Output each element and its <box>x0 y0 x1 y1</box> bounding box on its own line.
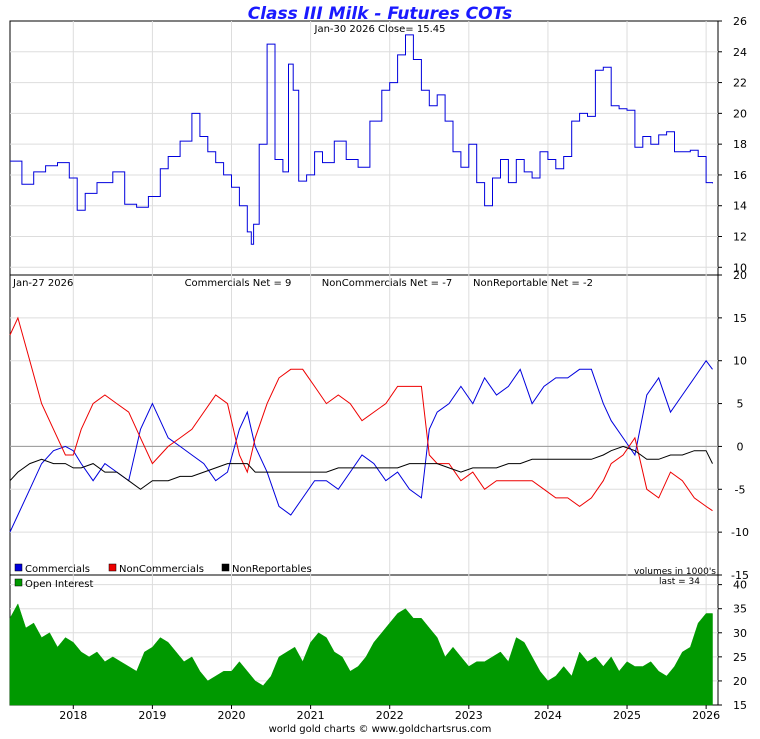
volumes-note: volumes in 1000's <box>634 567 716 577</box>
cot-date-stamp: Jan-27 2026 <box>12 278 73 289</box>
legend-swatch-open-interest <box>14 578 23 587</box>
nonreportable-net-label: NonReportable Net = -2 <box>473 278 593 289</box>
open-interest-area <box>9 603 713 706</box>
x-tick-label: 2022 <box>376 709 404 722</box>
cot-legend: Commercials NonCommercials NonReportable… <box>14 563 312 575</box>
cot-y-tick-label: 10 <box>733 355 747 368</box>
last-note: last = 34 <box>659 577 700 587</box>
tick-layer: 2018 2019 2020 2021 2022 2023 2024 2025 20261012… <box>59 15 749 722</box>
noncommercials-series-line <box>9 316 713 512</box>
oi-y-tick-label: 20 <box>733 675 747 688</box>
cot-y-tick-label: -5 <box>735 483 746 496</box>
price-y-tick-label: 12 <box>733 231 747 244</box>
cot-layer <box>9 316 713 533</box>
legend-swatch-nonreportables <box>221 563 230 572</box>
x-tick-label: 2023 <box>455 709 483 722</box>
x-tick-label: 2019 <box>138 709 166 722</box>
price-layer <box>10 34 713 245</box>
commercials-net-label: Commercials Net = 9 <box>185 278 292 289</box>
oi-y-tick-label: 25 <box>733 651 747 664</box>
price-y-tick-label: 22 <box>733 77 747 90</box>
x-tick-label: 2021 <box>297 709 325 722</box>
price-stamp: Jan-30 2026 Close= 15.45 <box>314 24 446 35</box>
x-tick-label: 2020 <box>217 709 245 722</box>
legend-open-interest: Open Interest <box>25 579 94 590</box>
x-tick-label: 2025 <box>613 709 641 722</box>
nonreportables-series-line <box>9 445 713 490</box>
cot-y-tick-label: 0 <box>737 440 744 453</box>
oi-y-tick-label: 35 <box>733 603 747 616</box>
price-y-tick-label: 20 <box>733 107 747 120</box>
price-y-tick-label: 14 <box>733 200 747 213</box>
legend-noncommercials: NonCommercials <box>119 564 204 575</box>
oi-legend: Open Interest <box>14 578 94 590</box>
price-y-tick-label: 24 <box>733 46 747 59</box>
legend-commercials: Commercials <box>25 564 90 575</box>
x-tick-label: 2018 <box>59 709 87 722</box>
price-y-tick-label: 26 <box>733 15 747 28</box>
grid-layer <box>10 21 718 705</box>
cot-y-tick-label: 15 <box>733 312 747 325</box>
cot-y-tick-label: 20 <box>733 269 747 282</box>
x-tick-label: 2024 <box>534 709 562 722</box>
legend-swatch-noncommercials <box>108 563 117 572</box>
oi-y-tick-label: 15 <box>733 699 747 712</box>
open-interest-layer <box>9 603 713 706</box>
footer-credit: world gold charts © www.goldchartsrus.co… <box>269 724 492 735</box>
cot-y-tick-label: -10 <box>731 526 749 539</box>
oi-y-tick-label: 30 <box>733 627 747 640</box>
cot-y-tick-label: -15 <box>731 569 749 582</box>
price-y-tick-label: 10 <box>733 261 747 274</box>
legend-swatch-commercials <box>14 563 23 572</box>
price-y-tick-label: 18 <box>733 138 747 151</box>
legend-nonreportables: NonReportables <box>232 564 312 575</box>
chart-title: Class III Milk - Futures COTs <box>248 4 513 24</box>
oi-y-tick-label: 40 <box>733 579 747 592</box>
price-series-line <box>10 34 713 245</box>
cot-y-tick-label: 5 <box>737 398 744 411</box>
x-tick-label: 2026 <box>692 709 720 722</box>
noncommercials-net-label: NonCommercials Net = -7 <box>322 278 452 289</box>
price-y-tick-label: 16 <box>733 169 747 182</box>
